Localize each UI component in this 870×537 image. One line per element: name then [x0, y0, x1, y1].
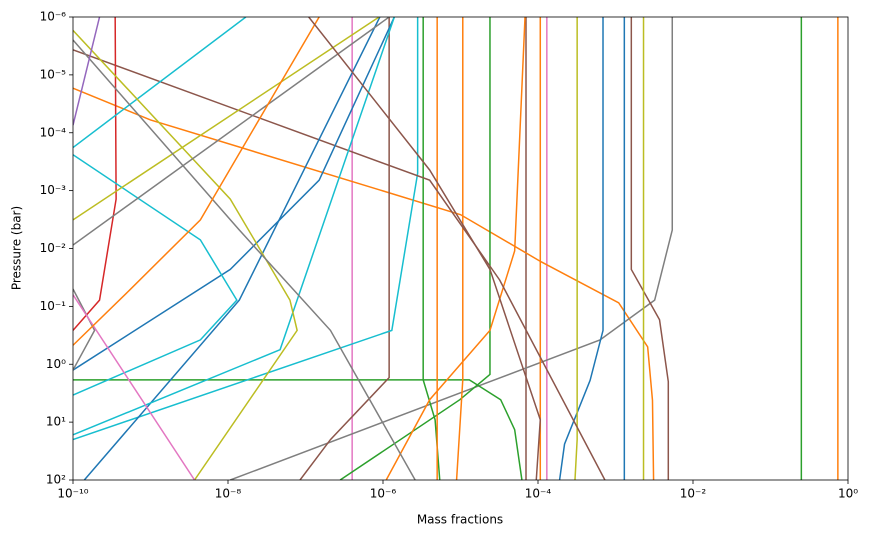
y-axis-label: Pressure (bar) — [10, 206, 24, 290]
plot-lines — [73, 17, 839, 480]
x-tick-label: 10⁻⁴ — [525, 487, 552, 501]
series-line — [73, 87, 655, 480]
x-tick-label: 10⁻² — [680, 487, 707, 501]
y-tick-label: 10¹ — [46, 415, 66, 429]
series-line — [558, 17, 604, 480]
y-tick-label: 10⁻⁵ — [40, 67, 67, 81]
series-line — [574, 17, 578, 480]
series-line — [455, 17, 464, 480]
series-line — [73, 154, 238, 396]
y-tick-label: 10⁻⁶ — [40, 10, 67, 24]
series-line — [73, 49, 606, 480]
y-tick-label: 10⁰ — [46, 357, 66, 371]
x-tick-label: 10⁰ — [838, 487, 858, 501]
series-line — [73, 17, 419, 441]
series-line — [83, 17, 381, 480]
x-tick-label: 10⁻⁶ — [370, 487, 397, 501]
series-line — [230, 17, 674, 480]
series-line — [73, 39, 416, 480]
series-line — [73, 17, 396, 371]
series-line — [73, 17, 380, 221]
series-line — [73, 17, 320, 346]
series-line — [630, 17, 670, 480]
y-tick-label: 10⁻⁴ — [40, 125, 67, 139]
y-tick-label: 10⁻² — [40, 241, 67, 255]
y-tick-label: 10⁻³ — [40, 183, 67, 197]
series-line — [299, 17, 390, 480]
y-tick-label: 10⁻¹ — [40, 299, 67, 313]
series-line — [308, 17, 542, 480]
series-line — [385, 17, 526, 480]
series-line — [73, 17, 396, 436]
y-tick-label: 10² — [46, 473, 66, 487]
x-tick-label: 10⁻¹⁰ — [57, 487, 88, 501]
series-line — [73, 29, 298, 480]
series-line — [73, 17, 247, 149]
series-line — [339, 17, 491, 480]
x-axis-label: Mass fractions — [417, 513, 503, 527]
series-line — [73, 17, 390, 246]
series-line — [73, 17, 101, 126]
x-tick-label: 10⁻⁸ — [215, 487, 242, 501]
series-line — [73, 288, 96, 371]
series-line — [73, 379, 523, 480]
